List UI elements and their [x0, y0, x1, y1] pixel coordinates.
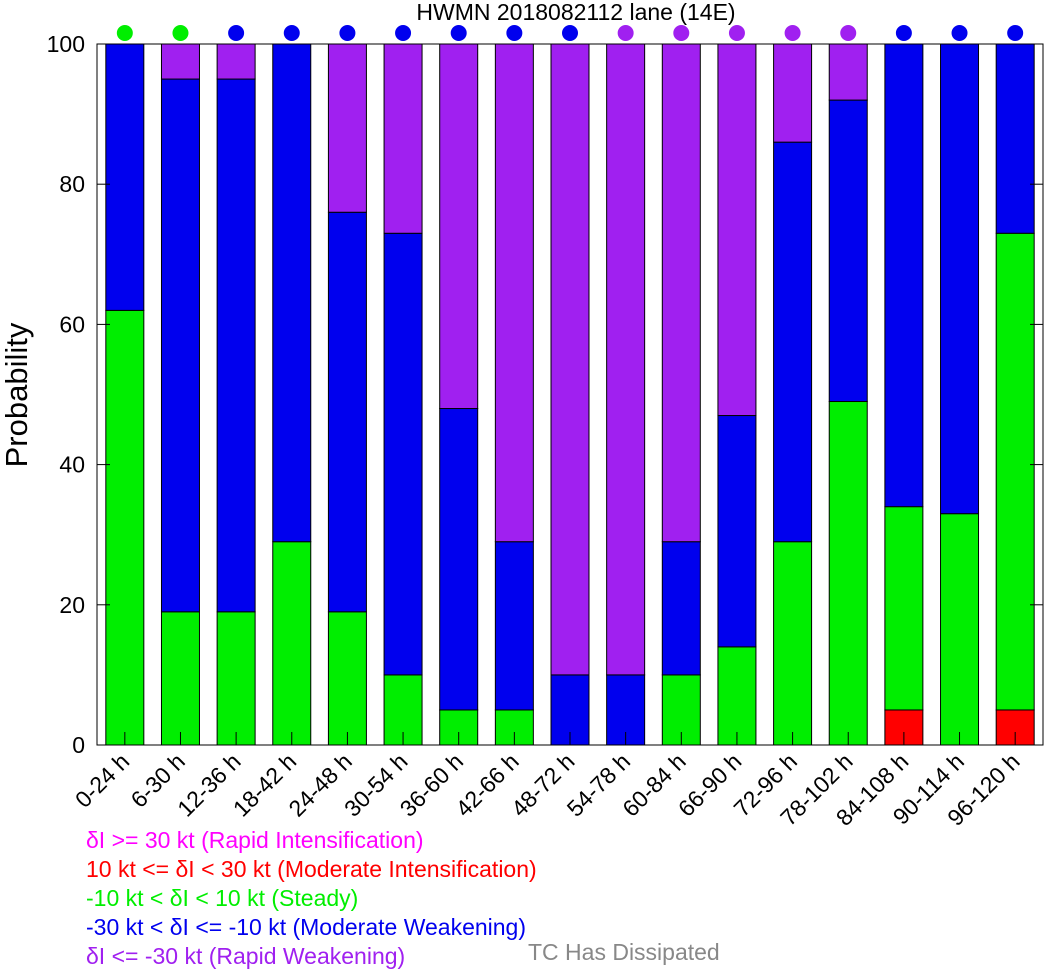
- legend-rapid-weakening: δI <= -30 kt (Rapid Weakening): [86, 943, 406, 969]
- bar-segment-moderate-weakening: [884, 43, 924, 508]
- y-tick-label: 40: [59, 452, 85, 478]
- bar-segment-rapid-weakening: [160, 43, 200, 80]
- bar-segment-moderate-weakening: [828, 99, 868, 403]
- legend-steady: -10 kt < δI < 10 kt (Steady): [86, 885, 359, 911]
- y-tick-label: 60: [59, 311, 85, 337]
- bar-segment-steady: [105, 309, 145, 746]
- bar-segment-rapid-weakening: [828, 43, 868, 101]
- top-marker: [617, 25, 634, 41]
- bar-segment-moderate-weakening: [383, 232, 423, 676]
- bar-segment-moderate-weakening: [995, 43, 1035, 234]
- legend-rapid-intensification: δI >= 30 kt (Rapid Intensification): [86, 827, 424, 853]
- bar-segment-moderate-weakening: [439, 408, 479, 711]
- bar-segment-steady: [773, 541, 813, 746]
- bar-segment-steady: [995, 232, 1035, 711]
- top-marker: [228, 25, 245, 41]
- top-marker: [840, 25, 857, 41]
- bar-segment-moderate-weakening: [717, 415, 757, 648]
- bar-segment-moderate-weakening: [494, 541, 534, 711]
- y-tick-label: 0: [72, 732, 85, 758]
- top-marker: [283, 25, 300, 41]
- top-marker: [172, 25, 189, 41]
- bar-segment-rapid-weakening: [773, 43, 813, 143]
- top-marker: [895, 25, 912, 41]
- bar-segment-rapid-weakening: [439, 43, 479, 410]
- x-tick-labels: 0-24 h6-30 h12-36 h18-42 h24-48 h30-54 h…: [70, 748, 1025, 831]
- bar-segment-moderate-weakening: [160, 78, 200, 613]
- chart-title: HWMN 2018082112 lane (14E): [416, 0, 735, 25]
- legend-moderate-intensification: 10 kt <= δI < 30 kt (Moderate Intensific…: [86, 856, 537, 882]
- top-marker: [116, 25, 133, 41]
- bar-segment-steady: [717, 646, 757, 746]
- legend: δI >= 30 kt (Rapid Intensification) 10 k…: [86, 826, 537, 971]
- legend-moderate-weakening: -30 kt < δI <= -10 kt (Moderate Weakenin…: [86, 914, 527, 940]
- bar-segment-moderate-weakening: [940, 43, 980, 515]
- y-axis-label: Probability: [0, 322, 34, 467]
- bar-segment-steady: [216, 611, 256, 746]
- top-marker: [395, 25, 412, 41]
- y-tick-label: 80: [59, 171, 85, 197]
- top-marker: [562, 25, 578, 41]
- bar-segment-rapid-weakening: [661, 43, 701, 543]
- bar-segment-rapid-weakening: [327, 43, 367, 213]
- bar-segment-steady: [160, 611, 200, 746]
- bar-segment-moderate-weakening: [773, 141, 813, 543]
- y-tick-label: 100: [47, 31, 85, 57]
- bar-segment-rapid-weakening: [550, 43, 590, 676]
- top-markers-group: [116, 25, 1024, 41]
- bars-group: [105, 43, 1035, 746]
- bar-segment-moderate-weakening: [272, 43, 312, 543]
- bar-segment-moderate-weakening: [216, 78, 256, 613]
- top-marker: [951, 25, 968, 41]
- top-marker: [339, 25, 356, 41]
- bar-segment-rapid-weakening: [383, 43, 423, 234]
- top-marker: [728, 25, 745, 41]
- bar-segment-rapid-weakening: [606, 43, 646, 676]
- bar-segment-steady: [940, 513, 980, 746]
- top-marker: [784, 25, 801, 41]
- bar-segment-moderate-weakening: [661, 541, 701, 676]
- top-marker: [450, 25, 467, 41]
- bar-segment-rapid-weakening: [494, 43, 534, 543]
- axes-group: 0 20 40 60 80 100: [47, 31, 1044, 758]
- y-tick-label: 20: [59, 592, 85, 618]
- legend-tc-dissipated: TC Has Dissipated: [528, 939, 720, 965]
- top-marker: [506, 25, 523, 41]
- bar-segment-steady: [272, 541, 312, 746]
- bar-segment-steady: [884, 506, 924, 711]
- bar-segment-rapid-weakening: [717, 43, 757, 417]
- bar-segment-moderate-weakening: [327, 211, 367, 613]
- top-marker: [1007, 25, 1024, 41]
- top-marker: [673, 25, 690, 41]
- bar-segment-moderate-weakening: [105, 43, 145, 311]
- bar-segment-rapid-weakening: [216, 43, 256, 80]
- bar-segment-steady: [327, 611, 367, 746]
- bar-segment-steady: [828, 401, 868, 746]
